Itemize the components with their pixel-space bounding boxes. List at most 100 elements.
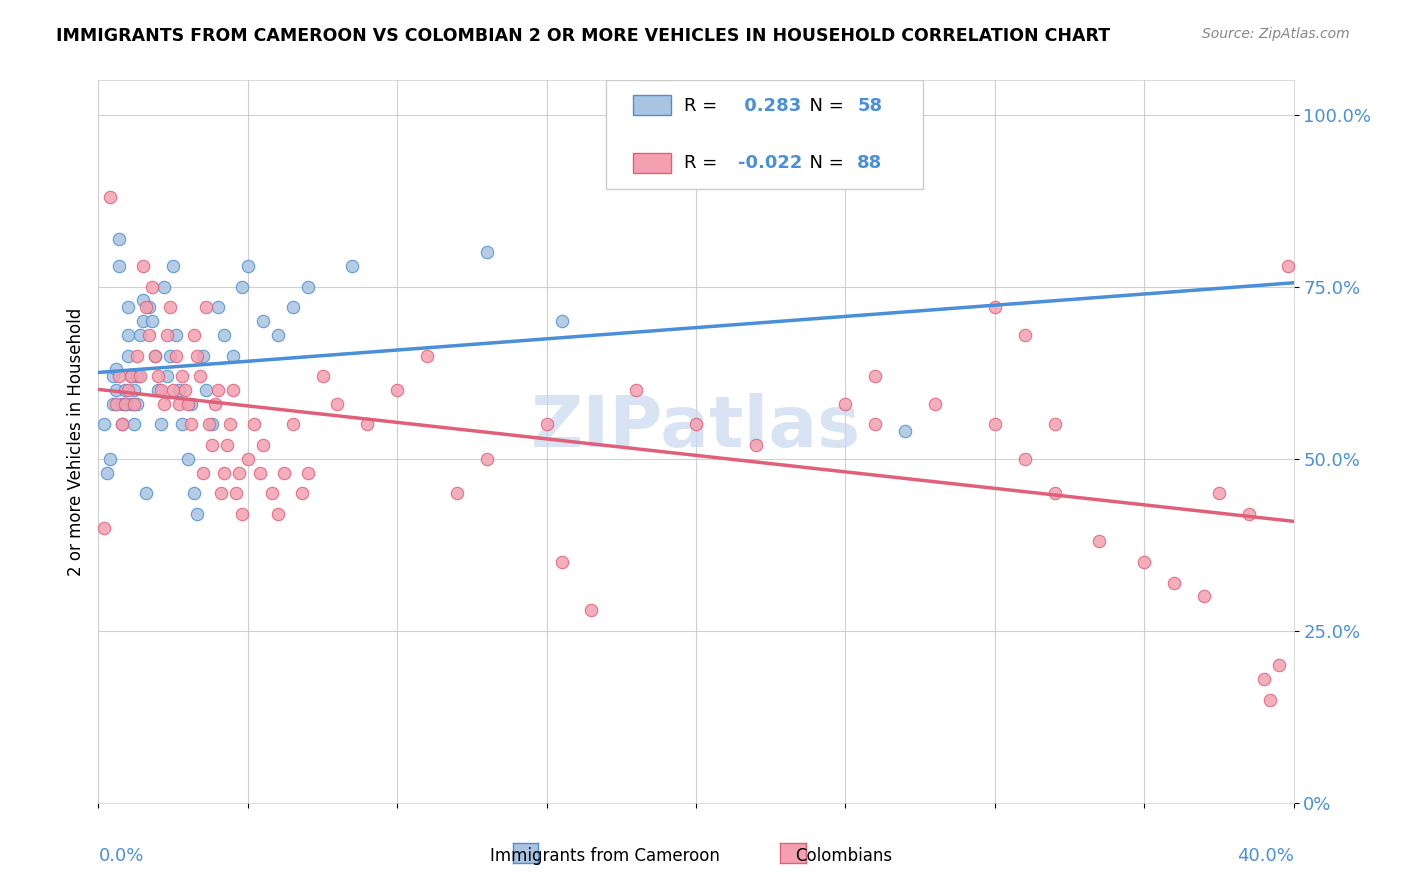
Point [204, 397, 226, 411]
Point [198, 417, 221, 432]
Point [475, 451, 498, 466]
Point [865, 417, 887, 432]
Text: 0.0%: 0.0% [98, 847, 143, 864]
Point [1163, 575, 1185, 590]
Point [201, 417, 224, 432]
Point [156, 369, 179, 384]
Point [207, 383, 229, 397]
Point [135, 486, 157, 500]
Point [550, 555, 572, 569]
Point [297, 279, 319, 293]
Point [222, 383, 245, 397]
Point [172, 369, 194, 384]
Point [132, 259, 155, 273]
Point [1208, 486, 1230, 500]
Point [180, 397, 202, 411]
Point [138, 327, 160, 342]
Point [865, 369, 887, 384]
Point [236, 451, 259, 466]
Point [191, 349, 214, 363]
Point [186, 507, 208, 521]
Point [180, 417, 202, 432]
Point [167, 397, 190, 411]
Point [120, 397, 142, 411]
Point [311, 369, 333, 384]
Point [117, 349, 139, 363]
Point [114, 397, 136, 411]
Text: IMMIGRANTS FROM CAMEROON VS COLOMBIAN 2 OR MORE VEHICLES IN HOUSEHOLD CORRELATIO: IMMIGRANTS FROM CAMEROON VS COLOMBIAN 2 … [56, 27, 1111, 45]
Point [550, 314, 572, 328]
Point [150, 383, 173, 397]
Point [132, 293, 155, 308]
Point [1014, 451, 1036, 466]
Point [207, 301, 229, 315]
Point [1088, 534, 1111, 549]
Point [475, 245, 498, 260]
Y-axis label: 2 or more Vehicles in Household: 2 or more Vehicles in Household [66, 308, 84, 575]
Text: -0.022: -0.022 [738, 153, 803, 171]
Point [342, 259, 364, 273]
Point [924, 397, 946, 411]
Point [212, 327, 235, 342]
Point [108, 231, 131, 245]
Bar [633, 95, 671, 115]
Point [105, 383, 128, 397]
Point [141, 279, 163, 293]
Point [195, 383, 218, 397]
Point [143, 349, 166, 363]
Point [536, 417, 558, 432]
Point [273, 466, 295, 480]
Point [165, 349, 187, 363]
Point [385, 383, 409, 397]
Point [177, 397, 200, 411]
Point [1258, 692, 1281, 706]
Point [165, 327, 187, 342]
Point [984, 301, 1007, 315]
Point [124, 383, 146, 397]
Point [105, 362, 128, 376]
Point [228, 466, 250, 480]
Text: R =: R = [685, 153, 723, 171]
Point [177, 451, 200, 466]
Point [356, 417, 378, 432]
Point [129, 327, 152, 342]
Point [236, 259, 259, 273]
Text: Source: ZipAtlas.com: Source: ZipAtlas.com [1202, 27, 1350, 41]
Point [984, 417, 1007, 432]
Text: N =: N = [797, 153, 849, 171]
Point [685, 417, 707, 432]
Point [191, 466, 214, 480]
Point [446, 486, 468, 500]
Point [215, 438, 238, 452]
Point [581, 603, 603, 617]
Point [195, 301, 218, 315]
Point [143, 349, 166, 363]
Point [291, 486, 314, 500]
Point [252, 314, 274, 328]
Point [114, 397, 136, 411]
Point [183, 327, 205, 342]
Point [1277, 259, 1299, 273]
Point [174, 383, 197, 397]
Point [231, 279, 253, 293]
Point [416, 349, 439, 363]
Point [103, 397, 125, 411]
Point [1133, 555, 1156, 569]
Point [153, 397, 176, 411]
Point [108, 259, 131, 273]
Text: Colombians: Colombians [794, 847, 893, 865]
Point [120, 369, 142, 384]
Point [172, 417, 194, 432]
Point [1253, 672, 1275, 686]
Text: R =: R = [685, 96, 723, 114]
Point [117, 327, 139, 342]
Text: ZIPatlas: ZIPatlas [531, 392, 860, 461]
Point [103, 369, 125, 384]
Point [120, 369, 142, 384]
Point [252, 438, 274, 452]
Point [212, 466, 235, 480]
Point [260, 486, 283, 500]
Point [281, 417, 304, 432]
Point [1267, 658, 1289, 673]
Text: 0.283: 0.283 [738, 96, 801, 114]
